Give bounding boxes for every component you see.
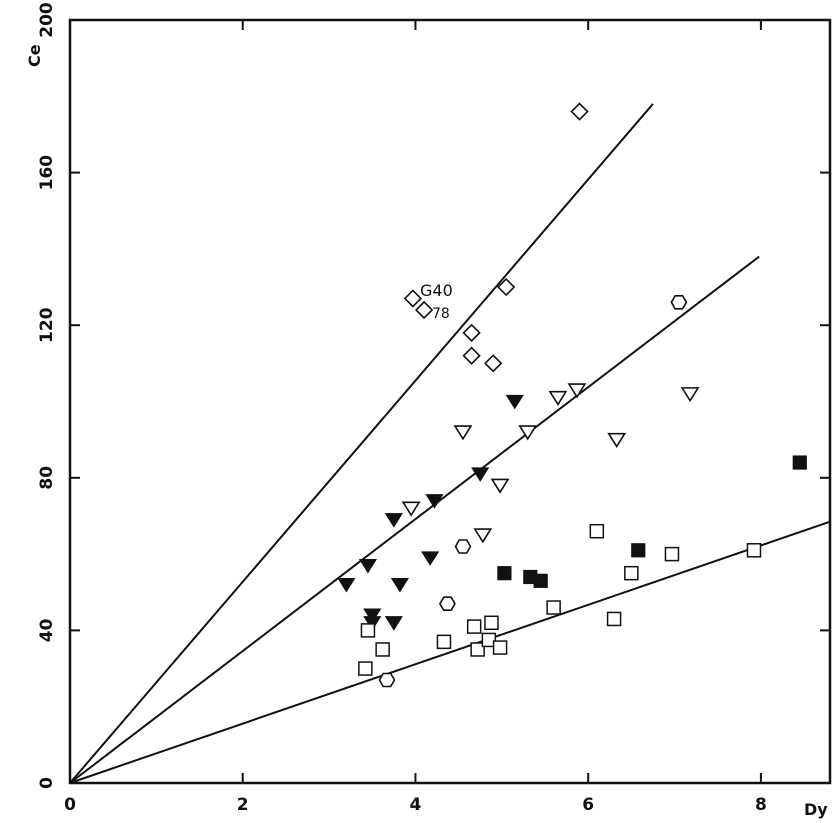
- point-square-open: [481, 632, 497, 648]
- point-square-filled: [497, 566, 512, 581]
- point-square-open: [484, 615, 499, 631]
- point-triangle-down-filled: [425, 494, 444, 509]
- point-triangle-down-filled: [358, 558, 378, 574]
- point-square-open: [589, 523, 605, 539]
- y-tick-label: 0: [37, 777, 57, 789]
- point-triangle-down-open: [473, 528, 493, 544]
- point-triangle-down-open: [548, 390, 568, 406]
- y-tick-label: 80: [37, 466, 57, 490]
- y-tick-label: 160: [37, 155, 57, 191]
- point-triangle-down-filled: [384, 513, 403, 528]
- point-square-open: [466, 619, 482, 634]
- trend-line-1: [69, 103, 654, 784]
- point-square-filled: [792, 455, 807, 470]
- point-triangle-down-open: [453, 425, 473, 441]
- x-tick-labels: 0 2 4 6 8: [64, 795, 767, 815]
- point-hexagon-open: [454, 539, 472, 554]
- point-diamond-open: [570, 102, 589, 121]
- trend-lines: [69, 103, 831, 784]
- point-triangle-down-open: [490, 478, 510, 494]
- x-tick-label: 4: [410, 795, 422, 815]
- point-square-open: [746, 543, 762, 558]
- y-tick-label: 200: [37, 2, 57, 38]
- x-tick-label: 6: [582, 795, 594, 815]
- point-diamond-open: [414, 300, 434, 320]
- plot-frame: [68, 18, 832, 785]
- point-diamond-open: [403, 289, 422, 308]
- point-triangle-down-filled: [363, 608, 382, 624]
- y-tick-label: 40: [37, 618, 57, 642]
- point-square-open: [492, 640, 508, 655]
- point-square-open: [664, 546, 680, 562]
- point-triangle-down-filled: [384, 616, 403, 631]
- point-square-open: [470, 642, 485, 657]
- point-triangle-down-filled: [505, 394, 524, 410]
- point-triangle-down-open: [401, 501, 421, 517]
- point-triangle-down-open: [680, 387, 700, 403]
- trend-line-2: [69, 255, 760, 784]
- point-diamond-open: [462, 346, 481, 365]
- point-triangle-down-filled: [337, 578, 356, 593]
- x-tick-label: 2: [237, 795, 249, 815]
- point-square-open: [624, 565, 639, 581]
- point-hexagon-open: [378, 672, 396, 688]
- point-diamond-open: [462, 323, 481, 342]
- point-triangle-down-open: [607, 432, 627, 448]
- x-tick-label: 0: [64, 795, 76, 815]
- point-hexagon-open: [438, 596, 456, 612]
- point-square-open: [375, 642, 390, 657]
- point-square-open: [358, 661, 373, 676]
- point-diamond-open: [497, 277, 516, 297]
- point-triangle-down-open: [518, 425, 538, 441]
- y-tick-labels: 0 40 80 120 160 200: [37, 2, 57, 789]
- point-triangle-down-filled: [421, 551, 440, 566]
- x-tick-label: 8: [755, 795, 767, 815]
- x-axis-label: Dy: [804, 800, 828, 819]
- y-tick-label: 120: [37, 307, 57, 343]
- point-triangle-down-open: [567, 383, 587, 399]
- data-points: [337, 102, 807, 688]
- y-axis-label: Ce: [25, 44, 44, 67]
- annotation-78: 78: [432, 306, 450, 322]
- point-square-filled: [631, 543, 646, 558]
- point-square-open: [606, 611, 622, 627]
- point-diamond-open: [484, 354, 503, 373]
- point-triangle-down-filled: [390, 578, 409, 593]
- annotation-g40: G40: [420, 281, 453, 300]
- trend-line-3: [69, 520, 831, 784]
- axis-ticks: [69, 19, 830, 784]
- point-square-open: [546, 600, 561, 615]
- point-triangle-down-filled: [471, 467, 490, 482]
- point-square-filled: [533, 573, 548, 588]
- point-hexagon-open: [670, 294, 688, 310]
- point-square-open: [436, 634, 452, 650]
- point-square-open: [360, 623, 376, 638]
